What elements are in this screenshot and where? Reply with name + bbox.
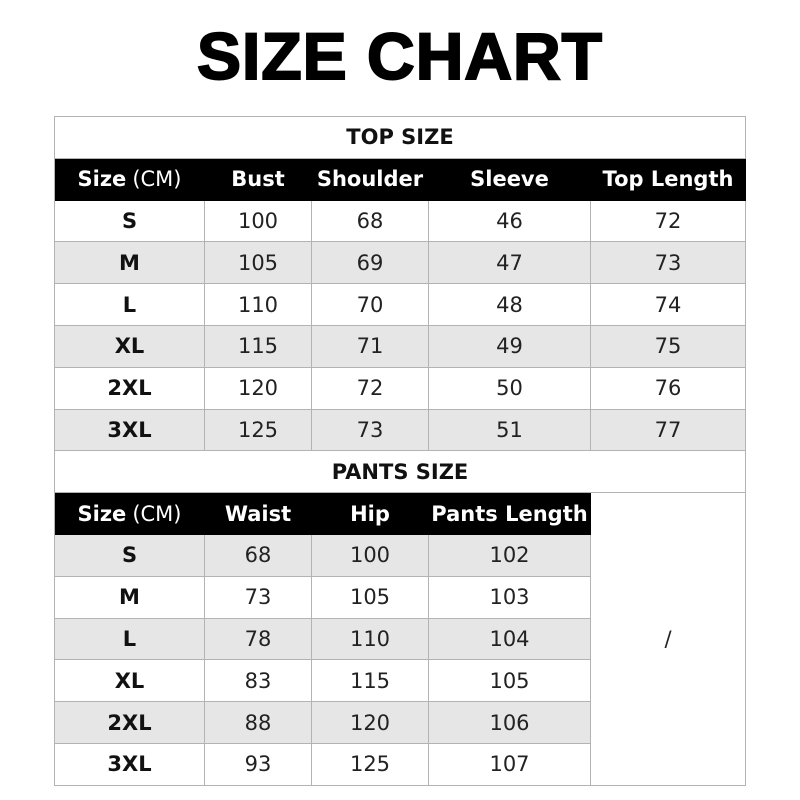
table-cell: 125 [205,409,312,452]
size-label: L [55,618,205,661]
header-label: Hip [350,501,390,526]
table-cell: 115 [205,326,312,368]
size-label: S [55,535,205,577]
table-cell: 102 [429,535,591,577]
column-header: Sleeve [429,158,591,201]
size-label: XL [55,660,205,703]
section-title-pants: PANTS SIZE [55,451,746,494]
table-cell: 48 [429,284,591,326]
unit-label: (CM) [132,167,182,192]
table-cell: 120 [312,702,429,744]
table-cell: 106 [429,702,591,744]
table-cell: 120 [205,367,312,410]
unit-label: (CM) [132,501,182,526]
table-cell: 70 [312,284,429,326]
column-header: Pants Length [429,493,591,535]
table-cell: 51 [429,409,591,452]
size-label: S [55,200,205,243]
table-cell: 110 [312,618,429,661]
size-label: M [55,576,205,619]
column-header: Top Length [591,158,746,201]
size-label: 2XL [55,702,205,744]
table-cell: 73 [591,242,746,285]
table-cell: 73 [205,576,312,619]
header-label: Size [77,501,127,526]
table-cell: 105 [429,660,591,703]
table-cell: 125 [312,744,429,786]
table-cell: 115 [312,660,429,703]
column-header: Hip [312,493,429,535]
header-label: Pants Length [431,501,588,526]
table-cell: 83 [205,660,312,703]
column-header: Size (CM) [55,158,205,201]
column-header: Bust [205,158,312,201]
page-title: SIZE CHART [196,18,603,94]
size-label: L [55,284,205,326]
table-cell: 72 [591,200,746,243]
header-label: Bust [231,167,285,192]
table-cell: 100 [205,200,312,243]
header-label: Size [77,167,127,192]
table-cell: 72 [312,367,429,410]
table-cell: 68 [205,535,312,577]
table-cell: 93 [205,744,312,786]
table-cell: 105 [205,242,312,285]
size-chart-table: TOP SIZE Size (CM) Bust Shoulder Sleeve Top Le… [54,116,746,786]
table-cell: 73 [312,409,429,452]
column-header: Shoulder [312,158,429,201]
table-cell: 88 [205,702,312,744]
table-cell: 49 [429,326,591,368]
size-label: 3XL [55,744,205,786]
table-cell: 105 [312,576,429,619]
table-cell: 74 [591,284,746,326]
table-cell: 47 [429,242,591,285]
header-label: Waist [224,501,292,526]
empty-cell: / [591,493,746,786]
size-label: 3XL [55,409,205,452]
size-label: M [55,242,205,285]
table-cell: 75 [591,326,746,368]
table-cell: 78 [205,618,312,661]
table-cell: 107 [429,744,591,786]
header-label: Sleeve [470,167,549,192]
table-cell: 103 [429,576,591,619]
column-header: Waist [205,493,312,535]
table-cell: 68 [312,200,429,243]
header-label: Top Length [602,167,734,192]
table-cell: 50 [429,367,591,410]
table-cell: 110 [205,284,312,326]
table-cell: 71 [312,326,429,368]
header-label: Shoulder [316,167,424,192]
size-label: XL [55,326,205,368]
table-cell: 77 [591,409,746,452]
table-cell: 46 [429,200,591,243]
table-cell: 76 [591,367,746,410]
table-cell: 69 [312,242,429,285]
table-cell: 104 [429,618,591,661]
table-cell: 100 [312,535,429,577]
size-label: 2XL [55,367,205,410]
column-header: Size (CM) [55,493,205,535]
section-title-top: TOP SIZE [55,117,746,159]
